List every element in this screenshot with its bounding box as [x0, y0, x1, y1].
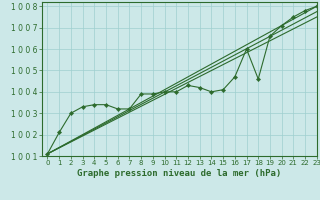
- X-axis label: Graphe pression niveau de la mer (hPa): Graphe pression niveau de la mer (hPa): [77, 169, 281, 178]
